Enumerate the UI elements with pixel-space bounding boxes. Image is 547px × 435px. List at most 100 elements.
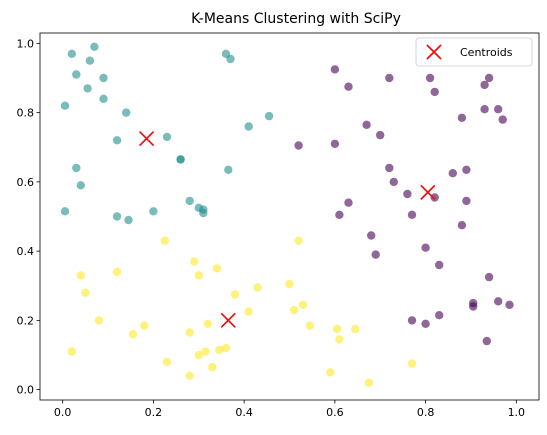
centroid-marker-0 <box>139 131 155 147</box>
data-point-cluster_yellow-13 <box>244 307 253 316</box>
data-point-cluster_purple-28 <box>421 243 430 252</box>
data-point-cluster_yellow-27 <box>67 347 77 356</box>
centroid-marker-2 <box>220 312 236 328</box>
data-point-cluster_yellow-1 <box>294 236 303 245</box>
data-point-cluster_teal-24 <box>185 196 194 206</box>
y-tick-label-3: 0.6 <box>17 176 35 189</box>
x-tick-label-2: 0.4 <box>235 406 253 419</box>
data-point-cluster_yellow-11 <box>298 300 308 309</box>
data-point-cluster_purple-13 <box>330 139 340 148</box>
data-point-cluster_purple-10 <box>457 113 467 123</box>
data-point-cluster_teal-5 <box>83 84 92 93</box>
data-point-cluster_purple-8 <box>494 105 503 114</box>
data-point-cluster_teal-27 <box>199 208 208 218</box>
legend: Centroids <box>415 37 533 67</box>
data-point-cluster_yellow-21 <box>351 324 360 334</box>
data-point-cluster_teal-3 <box>72 70 81 79</box>
data-point-cluster_teal-14 <box>226 54 235 64</box>
x-tick-label-1: 0.2 <box>145 406 163 419</box>
data-point-cluster_purple-24 <box>335 210 344 219</box>
plot-frame <box>39 32 540 401</box>
data-point-cluster_teal-9 <box>112 136 122 145</box>
data-point-cluster_purple-29 <box>435 260 444 270</box>
centroids-layer <box>139 131 436 328</box>
data-point-cluster_teal-8 <box>122 108 131 117</box>
legend-box <box>415 37 533 67</box>
data-point-cluster_teal-22 <box>124 215 133 225</box>
data-point-cluster_yellow-25 <box>201 347 210 356</box>
data-point-cluster_purple-4 <box>430 87 439 97</box>
data-point-cluster_purple-18 <box>430 193 439 202</box>
data-point-cluster_purple-33 <box>469 302 478 311</box>
data-point-cluster_purple-12 <box>376 130 385 140</box>
data-point-cluster_yellow-19 <box>305 321 315 330</box>
data-point-cluster_yellow-30 <box>185 371 194 380</box>
data-point-cluster_yellow-32 <box>407 359 417 368</box>
centroid-marker-1 <box>420 184 436 200</box>
data-point-cluster_yellow-24 <box>215 345 224 354</box>
data-point-cluster_yellow-5 <box>190 257 199 266</box>
data-point-cluster_yellow-33 <box>364 378 374 387</box>
data-point-cluster_purple-0 <box>330 65 340 74</box>
data-point-cluster_teal-21 <box>112 212 122 221</box>
data-point-cluster_purple-38 <box>482 336 491 346</box>
data-point-cluster_teal-23 <box>149 207 158 216</box>
data-point-cluster_teal-16 <box>264 111 274 121</box>
x-tick-label-3: 0.6 <box>326 406 344 419</box>
data-point-cluster_purple-7 <box>480 105 489 114</box>
data-point-cluster_teal-18 <box>72 163 81 173</box>
data-point-cluster_yellow-29 <box>208 362 217 372</box>
data-point-cluster_yellow-4 <box>112 267 122 277</box>
data-point-cluster_purple-20 <box>462 165 471 174</box>
data-point-cluster_yellow-7 <box>212 264 222 273</box>
data-point-cluster_purple-19 <box>448 169 457 178</box>
data-point-cluster_purple-36 <box>407 316 417 325</box>
x-axis: 0.0 0.2 0.4 0.6 0.8 1.0 <box>54 400 525 419</box>
data-point-cluster_yellow-6 <box>194 271 203 280</box>
data-point-cluster_teal-15 <box>244 122 253 131</box>
data-point-cluster_purple-16 <box>389 177 398 187</box>
data-point-cluster_purple-14 <box>294 141 303 150</box>
data-point-cluster_purple-22 <box>457 221 467 230</box>
y-axis: 0.0 0.2 0.4 0.6 0.8 1.0 <box>17 37 40 397</box>
data-point-cluster_purple-9 <box>498 115 507 124</box>
data-point-cluster_teal-12 <box>176 155 185 164</box>
data-point-cluster_teal-19 <box>76 181 86 190</box>
data-point-cluster_yellow-17 <box>203 319 212 328</box>
data-point-cluster_yellow-31 <box>326 368 335 377</box>
data-point-cluster_yellow-20 <box>332 324 342 334</box>
legend-centroid-marker <box>426 44 442 60</box>
data-point-cluster_yellow-18 <box>185 328 194 337</box>
data-point-cluster_purple-2 <box>385 73 394 83</box>
data-point-cluster_yellow-3 <box>81 288 90 297</box>
data-point-cluster_teal-7 <box>99 94 108 104</box>
data-point-cluster_purple-21 <box>462 196 471 206</box>
x-tick-label-5: 1.0 <box>508 406 526 419</box>
data-point-cluster_yellow-16 <box>128 330 138 339</box>
data-point-cluster_yellow-15 <box>140 321 149 330</box>
data-point-cluster_purple-26 <box>367 231 376 240</box>
data-point-cluster_yellow-26 <box>194 350 203 360</box>
y-tick-label-0: 0.0 <box>17 384 35 397</box>
legend-label-centroids: Centroids <box>460 46 513 59</box>
data-point-cluster_purple-37 <box>421 319 430 328</box>
data-point-cluster_purple-25 <box>407 210 417 219</box>
data-point-cluster_yellow-10 <box>285 279 294 289</box>
data-point-cluster_yellow-23 <box>221 343 231 353</box>
y-tick-label-4: 0.8 <box>17 107 35 120</box>
data-point-cluster_yellow-12 <box>289 305 299 315</box>
x-tick-label-0: 0.0 <box>54 406 72 419</box>
y-tick-label-2: 0.4 <box>17 245 35 258</box>
data-point-cluster_teal-0 <box>67 49 77 58</box>
data-point-cluster_purple-15 <box>385 163 394 173</box>
data-point-cluster_yellow-2 <box>76 271 86 280</box>
data-point-cluster_purple-17 <box>403 189 412 199</box>
data-point-cluster_purple-1 <box>344 82 353 91</box>
chart-title: K-Means Clustering with SciPy <box>191 11 401 27</box>
data-point-cluster_purple-5 <box>480 80 489 90</box>
data-point-cluster_purple-3 <box>425 73 435 83</box>
points-layer <box>60 42 514 387</box>
data-point-cluster_teal-17 <box>224 165 233 174</box>
data-point-cluster_teal-1 <box>85 56 95 65</box>
